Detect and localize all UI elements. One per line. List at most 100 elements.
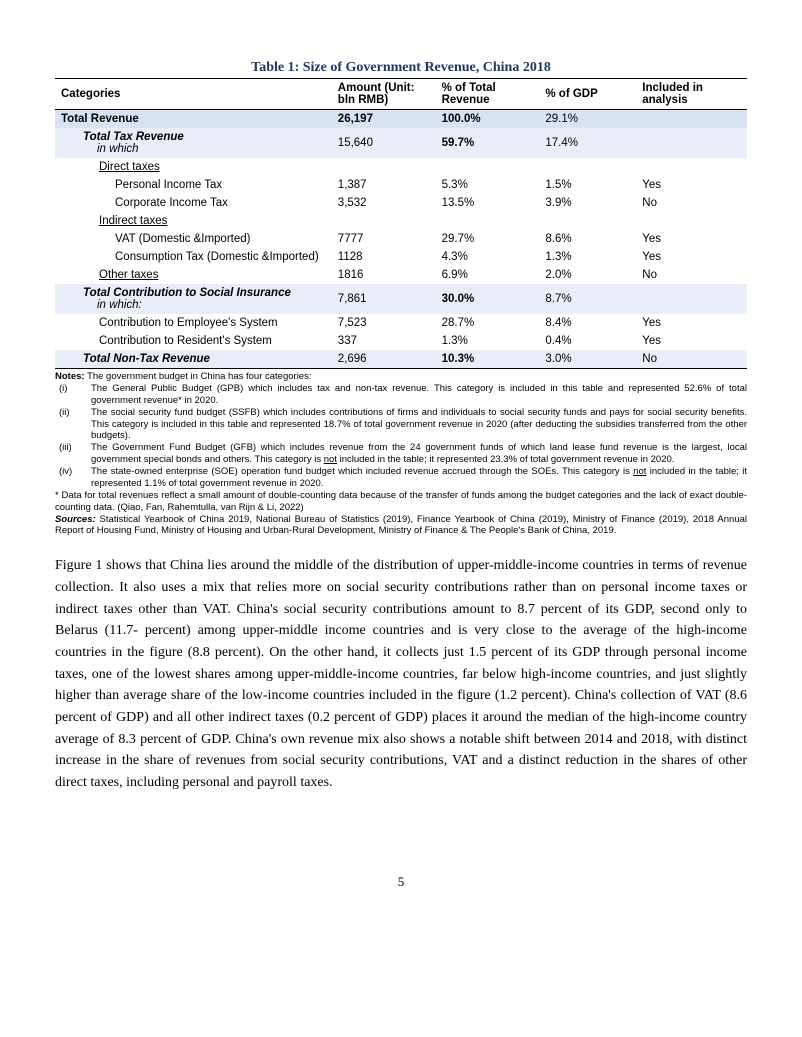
row-total-tax: Total Tax Revenue in which 15,640 59.7% … bbox=[55, 128, 747, 158]
cell-amt: 337 bbox=[332, 332, 436, 350]
cell-pct-gdp: 1.3% bbox=[539, 248, 636, 266]
cell-incl bbox=[636, 128, 747, 158]
cell-label: VAT (Domestic &Imported) bbox=[55, 230, 332, 248]
cell-pct-gdp bbox=[539, 212, 636, 230]
cell-amt: 1,387 bbox=[332, 176, 436, 194]
sources-label: Sources: bbox=[55, 514, 96, 525]
notes-item-text: The social security fund budget (SSFB) w… bbox=[91, 407, 747, 443]
cell-amt: 1816 bbox=[332, 266, 436, 284]
cell-pct-rev: 59.7% bbox=[436, 128, 540, 158]
notes-item: (i)The General Public Budget (GPB) which… bbox=[55, 383, 747, 407]
notes-item-text: The General Public Budget (GPB) which in… bbox=[91, 383, 747, 407]
row-pit: Personal Income Tax 1,387 5.3% 1.5% Yes bbox=[55, 176, 747, 194]
row-title: Total Contribution to Social Insurance bbox=[83, 287, 291, 299]
row-vat: VAT (Domestic &Imported) 7777 29.7% 8.6%… bbox=[55, 230, 747, 248]
row-resident-system: Contribution to Resident's System 337 1.… bbox=[55, 332, 747, 350]
cell-incl bbox=[636, 284, 747, 314]
notes-item-text: The state-owned enterprise (SOE) operati… bbox=[91, 466, 747, 490]
notes-label: Notes: bbox=[55, 371, 85, 382]
page-number: 5 bbox=[55, 874, 747, 890]
cell-label: Total Revenue bbox=[55, 110, 332, 129]
cell-label: Total Contribution to Social Insurance i… bbox=[55, 284, 332, 314]
cell-incl: Yes bbox=[636, 176, 747, 194]
revenue-table: Categories Amount (Unit: bln RMB) % of T… bbox=[55, 78, 747, 369]
col-pct-gdp: % of GDP bbox=[539, 79, 636, 110]
cell-amt: 7777 bbox=[332, 230, 436, 248]
cell-incl: No bbox=[636, 350, 747, 369]
cell-incl bbox=[636, 158, 747, 176]
cell-pct-gdp: 2.0% bbox=[539, 266, 636, 284]
row-direct-taxes: Direct taxes bbox=[55, 158, 747, 176]
cell-incl: No bbox=[636, 194, 747, 212]
notes-intro: Notes: The government budget in China ha… bbox=[55, 371, 747, 383]
cell-label: Other taxes bbox=[55, 266, 332, 284]
notes-item-marker: (ii) bbox=[55, 407, 91, 443]
notes-item: (iv)The state-owned enterprise (SOE) ope… bbox=[55, 466, 747, 490]
cell-amt: 2,696 bbox=[332, 350, 436, 369]
cell-pct-gdp: 8.4% bbox=[539, 314, 636, 332]
row-indirect-taxes: Indirect taxes bbox=[55, 212, 747, 230]
row-employee-system: Contribution to Employee's System 7,523 … bbox=[55, 314, 747, 332]
row-nontax: Total Non-Tax Revenue 2,696 10.3% 3.0% N… bbox=[55, 350, 747, 369]
cell-pct-rev: 6.9% bbox=[436, 266, 540, 284]
notes-item: (iii)The Government Fund Budget (GFB) wh… bbox=[55, 442, 747, 466]
cell-incl: Yes bbox=[636, 230, 747, 248]
cell-pct-rev: 100.0% bbox=[436, 110, 540, 129]
notes-item-text: The Government Fund Budget (GFB) which i… bbox=[91, 442, 747, 466]
cell-label: Consumption Tax (Domestic &Imported) bbox=[55, 248, 332, 266]
cell-amt: 1128 bbox=[332, 248, 436, 266]
cell-amt bbox=[332, 158, 436, 176]
cell-pct-gdp: 17.4% bbox=[539, 128, 636, 158]
notes-intro-text: The government budget in China has four … bbox=[85, 371, 312, 382]
notes-item-marker: (i) bbox=[55, 383, 91, 407]
cell-pct-rev: 30.0% bbox=[436, 284, 540, 314]
cell-pct-rev bbox=[436, 212, 540, 230]
cell-label: Contribution to Employee's System bbox=[55, 314, 332, 332]
cell-pct-rev: 1.3% bbox=[436, 332, 540, 350]
row-total-revenue: Total Revenue 26,197 100.0% 29.1% bbox=[55, 110, 747, 129]
cell-amt: 26,197 bbox=[332, 110, 436, 129]
cell-incl bbox=[636, 212, 747, 230]
cell-pct-gdp bbox=[539, 158, 636, 176]
row-sub: in which bbox=[83, 143, 139, 155]
cell-pct-gdp: 0.4% bbox=[539, 332, 636, 350]
table-notes: Notes: The government budget in China ha… bbox=[55, 371, 747, 537]
cell-pct-rev: 5.3% bbox=[436, 176, 540, 194]
notes-list: (i)The General Public Budget (GPB) which… bbox=[55, 383, 747, 490]
cell-pct-rev: 4.3% bbox=[436, 248, 540, 266]
cell-pct-gdp: 3.0% bbox=[539, 350, 636, 369]
cell-incl: No bbox=[636, 266, 747, 284]
cell-amt: 7,523 bbox=[332, 314, 436, 332]
cell-incl: Yes bbox=[636, 314, 747, 332]
cell-incl bbox=[636, 110, 747, 129]
cell-label: Indirect taxes bbox=[55, 212, 332, 230]
row-title: Total Tax Revenue bbox=[83, 131, 184, 143]
row-cit: Corporate Income Tax 3,532 13.5% 3.9% No bbox=[55, 194, 747, 212]
cell-label: Direct taxes bbox=[55, 158, 332, 176]
row-total-ssi: Total Contribution to Social Insurance i… bbox=[55, 284, 747, 314]
row-other-taxes: Other taxes 1816 6.9% 2.0% No bbox=[55, 266, 747, 284]
col-included: Included in analysis bbox=[636, 79, 747, 110]
table-header-row: Categories Amount (Unit: bln RMB) % of T… bbox=[55, 79, 747, 110]
notes-star: * Data for total revenues reflect a smal… bbox=[55, 490, 747, 514]
cell-pct-gdp: 1.5% bbox=[539, 176, 636, 194]
cell-pct-rev: 10.3% bbox=[436, 350, 540, 369]
cell-label: Total Non-Tax Revenue bbox=[55, 350, 332, 369]
cell-label: Contribution to Resident's System bbox=[55, 332, 332, 350]
table-title: Table 1: Size of Government Revenue, Chi… bbox=[55, 60, 747, 76]
cell-amt: 3,532 bbox=[332, 194, 436, 212]
notes-sources: Sources: Statistical Yearbook of China 2… bbox=[55, 514, 747, 538]
notes-item: (ii)The social security fund budget (SSF… bbox=[55, 407, 747, 443]
notes-item-marker: (iii) bbox=[55, 442, 91, 466]
cell-pct-gdp: 29.1% bbox=[539, 110, 636, 129]
cell-amt bbox=[332, 212, 436, 230]
col-categories: Categories bbox=[55, 79, 332, 110]
cell-pct-rev: 29.7% bbox=[436, 230, 540, 248]
cell-pct-rev: 13.5% bbox=[436, 194, 540, 212]
cell-pct-gdp: 8.6% bbox=[539, 230, 636, 248]
cell-amt: 7,861 bbox=[332, 284, 436, 314]
cell-label: Personal Income Tax bbox=[55, 176, 332, 194]
cell-pct-rev bbox=[436, 158, 540, 176]
row-consumption: Consumption Tax (Domestic &Imported) 112… bbox=[55, 248, 747, 266]
row-sub: in which: bbox=[83, 299, 142, 311]
